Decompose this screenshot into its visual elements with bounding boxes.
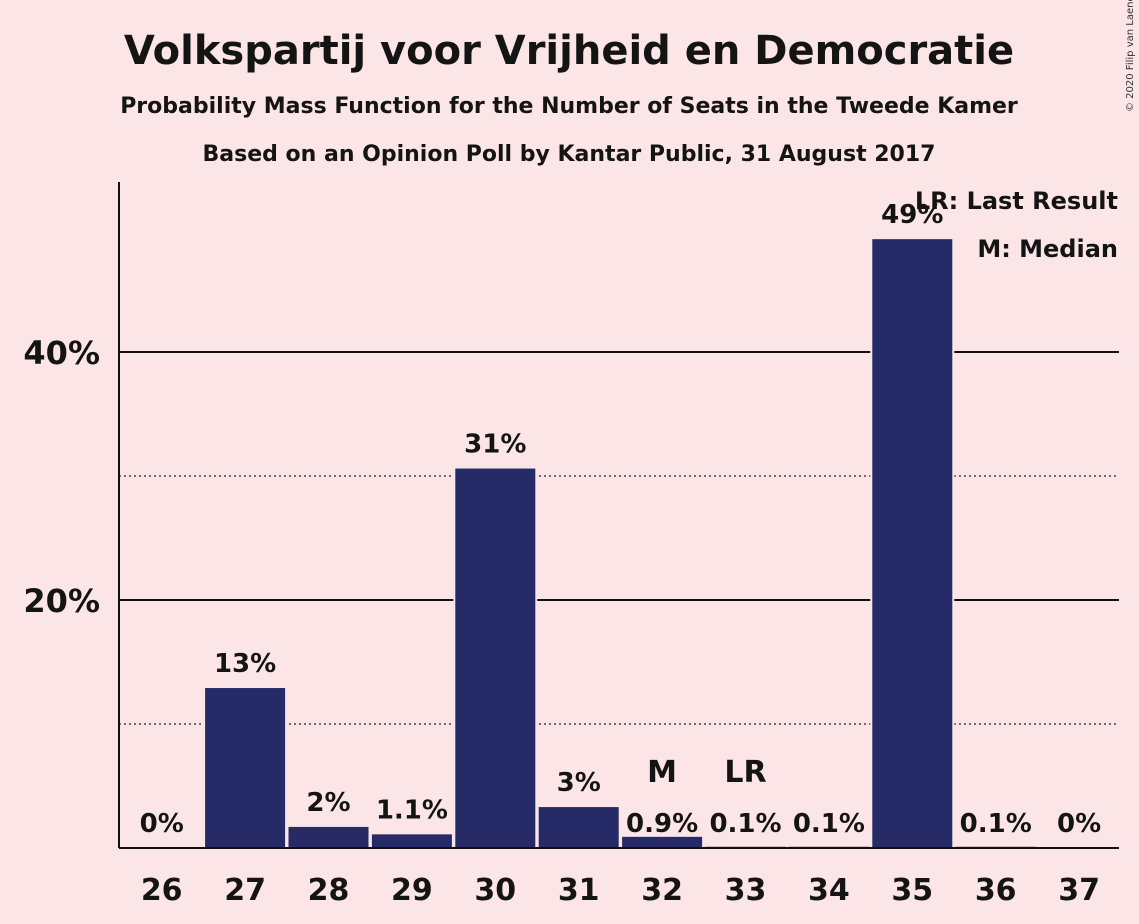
markers: M LR <box>647 755 766 790</box>
x-tick-label: 33 <box>725 873 767 908</box>
bar-value-label: 1.1% <box>376 795 448 825</box>
x-tick-label: 28 <box>308 873 350 908</box>
bar <box>538 807 619 848</box>
y-tick-label: 40% <box>23 334 100 372</box>
bar <box>288 826 369 848</box>
bar-value-label: 2% <box>306 788 350 818</box>
bar <box>455 468 536 848</box>
legend-entry-median: M: Median <box>977 235 1118 263</box>
chart-source-line: Based on an Opinion Poll by Kantar Publi… <box>203 142 936 167</box>
marker-label: M <box>647 755 677 790</box>
bar <box>371 834 452 848</box>
bar <box>205 688 286 848</box>
legend-entry-last-result: LR: Last Result <box>915 187 1118 215</box>
bar <box>872 239 953 848</box>
bar-value-label: 0.1% <box>709 809 781 839</box>
x-tick-label: 37 <box>1058 873 1100 908</box>
x-tick-label: 30 <box>474 873 516 908</box>
x-tick-label: 29 <box>391 873 433 908</box>
bar-value-label: 13% <box>214 649 276 679</box>
y-tick-label: 20% <box>23 582 100 620</box>
bar-value-label: 0.1% <box>793 809 865 839</box>
x-tick-label: 32 <box>641 873 683 908</box>
x-tick-label: 34 <box>808 873 850 908</box>
bar-value-label: 31% <box>464 430 526 460</box>
bar-value-label: 0.1% <box>960 809 1032 839</box>
bar-labels: 0% 13% 2% 1.1% 31% 3% 0.9% 0.1% 0.1% 49% 0.1% 0% <box>140 200 1102 839</box>
axes <box>118 182 1119 849</box>
x-tick-label: 35 <box>891 873 933 908</box>
x-tick-label: 36 <box>975 873 1017 908</box>
chart-title: Volkspartij voor Vrijheid en Democratie <box>124 28 1014 74</box>
bars <box>203 237 1036 848</box>
x-tick-label: 27 <box>224 873 266 908</box>
copyright-notice: © 2020 Filip van Laenen <box>1125 0 1136 112</box>
bar-value-label: 49% <box>881 200 943 230</box>
marker-label: LR <box>724 755 766 790</box>
legend: LR: Last Result M: Median <box>915 187 1118 263</box>
bar-value-label: 0.9% <box>626 809 698 839</box>
x-tick-label: 26 <box>141 873 183 908</box>
chart-subtitle: Probability Mass Function for the Number… <box>120 94 1018 119</box>
y-tick-labels: 20% 40% <box>23 334 100 620</box>
bar-value-label: 0% <box>1057 809 1101 839</box>
x-tick-labels: 26 27 28 29 30 31 32 33 34 35 36 37 <box>141 873 1100 908</box>
bar <box>622 836 703 848</box>
bar-value-label: 3% <box>557 768 601 798</box>
x-tick-label: 31 <box>558 873 600 908</box>
bar-value-label: 0% <box>140 809 184 839</box>
